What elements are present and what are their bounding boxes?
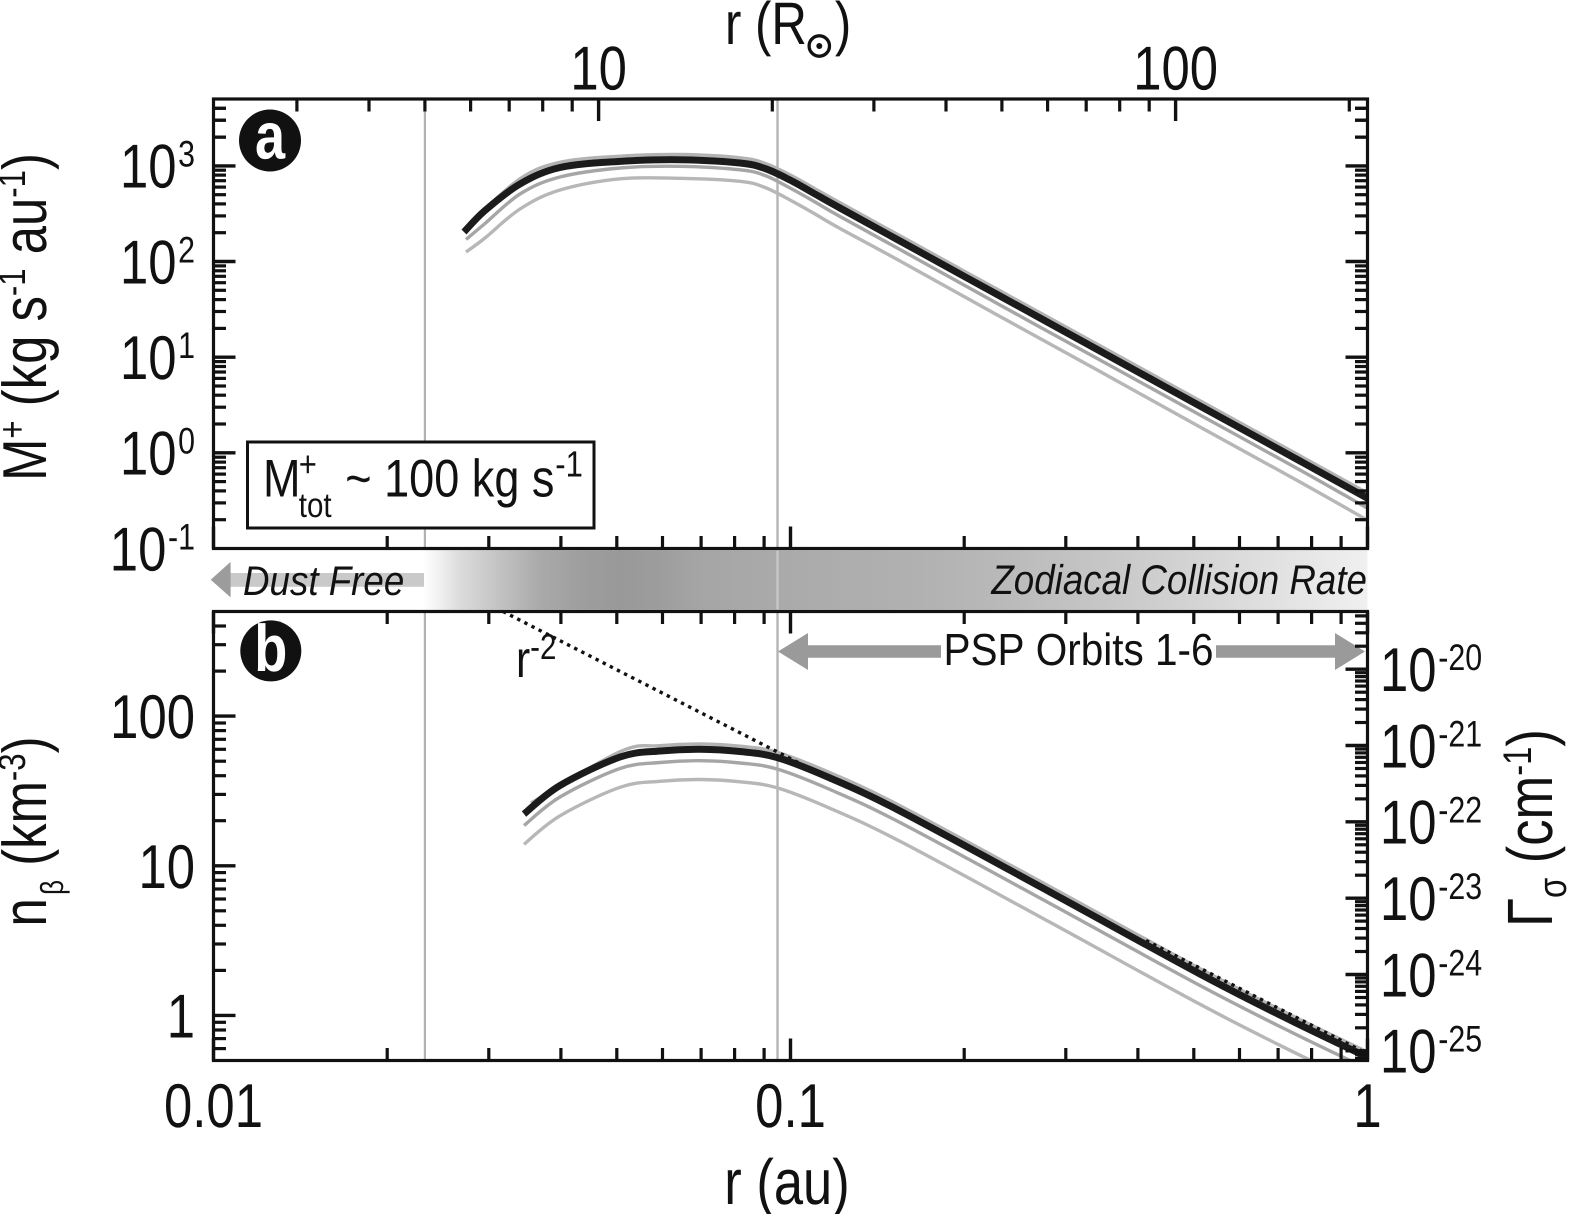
svg-text:Dust Free: Dust Free bbox=[243, 557, 404, 604]
svg-text:): ) bbox=[0, 153, 60, 170]
svg-text:): ) bbox=[1494, 729, 1566, 746]
svg-text:10: 10 bbox=[1380, 636, 1437, 705]
svg-text:1: 1 bbox=[178, 325, 195, 366]
svg-text:-20: -20 bbox=[1438, 637, 1482, 678]
svg-text:1: 1 bbox=[167, 982, 195, 1051]
svg-text:-25: -25 bbox=[1438, 1019, 1482, 1060]
svg-text:3: 3 bbox=[178, 134, 195, 175]
svg-text:0.01: 0.01 bbox=[164, 1072, 263, 1141]
svg-text:-24: -24 bbox=[1438, 942, 1482, 983]
svg-text:10: 10 bbox=[1380, 712, 1437, 781]
svg-text:-1: -1 bbox=[555, 444, 583, 485]
svg-text:-23: -23 bbox=[1438, 866, 1482, 907]
svg-text:10: 10 bbox=[110, 515, 167, 584]
svg-text:a: a bbox=[255, 99, 286, 173]
svg-text:10: 10 bbox=[120, 133, 177, 202]
svg-text:r (R: r (R bbox=[725, 0, 807, 57]
svg-text:10: 10 bbox=[120, 420, 177, 489]
svg-text:Γ: Γ bbox=[1494, 898, 1566, 927]
svg-text:10: 10 bbox=[120, 324, 177, 393]
svg-text:n: n bbox=[0, 898, 60, 926]
svg-text:~ 100 kg s: ~ 100 kg s bbox=[333, 450, 555, 509]
svg-text:r (au): r (au) bbox=[724, 1146, 849, 1214]
svg-text:100: 100 bbox=[110, 683, 195, 752]
svg-text:(cm: (cm bbox=[1494, 776, 1566, 878]
svg-text:PSP Orbits 1-6: PSP Orbits 1-6 bbox=[943, 624, 1213, 675]
svg-text:10: 10 bbox=[120, 228, 177, 297]
svg-text:10: 10 bbox=[1380, 789, 1437, 858]
svg-text:r: r bbox=[516, 631, 530, 689]
svg-text:): ) bbox=[835, 0, 851, 57]
svg-text:M: M bbox=[0, 439, 60, 481]
svg-text:-3: -3 bbox=[0, 753, 34, 781]
svg-text:100: 100 bbox=[1133, 35, 1218, 104]
svg-text:tot: tot bbox=[299, 487, 332, 525]
svg-text:10: 10 bbox=[1380, 1018, 1437, 1087]
svg-text:10: 10 bbox=[138, 833, 195, 902]
svg-text:-22: -22 bbox=[1438, 790, 1482, 831]
svg-text:-2: -2 bbox=[530, 626, 556, 667]
svg-text:Zodiacal Collision Rate: Zodiacal Collision Rate bbox=[990, 556, 1367, 603]
svg-text:): ) bbox=[0, 736, 60, 753]
svg-text:(km: (km bbox=[0, 781, 60, 880]
svg-text:2: 2 bbox=[178, 229, 195, 270]
svg-text:M: M bbox=[263, 450, 301, 509]
svg-text:1: 1 bbox=[1353, 1072, 1381, 1141]
svg-text:(kg s: (kg s bbox=[0, 296, 60, 420]
svg-text:-21: -21 bbox=[1438, 713, 1482, 754]
svg-text:+: + bbox=[0, 420, 34, 438]
svg-text:+: + bbox=[299, 444, 317, 485]
svg-text:-1: -1 bbox=[1496, 747, 1540, 776]
svg-text:-1: -1 bbox=[168, 516, 195, 557]
svg-text:10: 10 bbox=[1380, 941, 1437, 1010]
svg-text:-1: -1 bbox=[0, 268, 34, 296]
svg-text:0: 0 bbox=[178, 421, 195, 462]
svg-text:β: β bbox=[34, 880, 70, 895]
svg-text:au: au bbox=[0, 198, 60, 269]
svg-text:-1: -1 bbox=[0, 170, 34, 198]
svg-text:b: b bbox=[254, 611, 287, 685]
svg-text:σ: σ bbox=[1531, 877, 1570, 898]
svg-text:0.1: 0.1 bbox=[755, 1072, 826, 1141]
svg-text:10: 10 bbox=[570, 35, 627, 104]
svg-text:10: 10 bbox=[1380, 865, 1437, 934]
